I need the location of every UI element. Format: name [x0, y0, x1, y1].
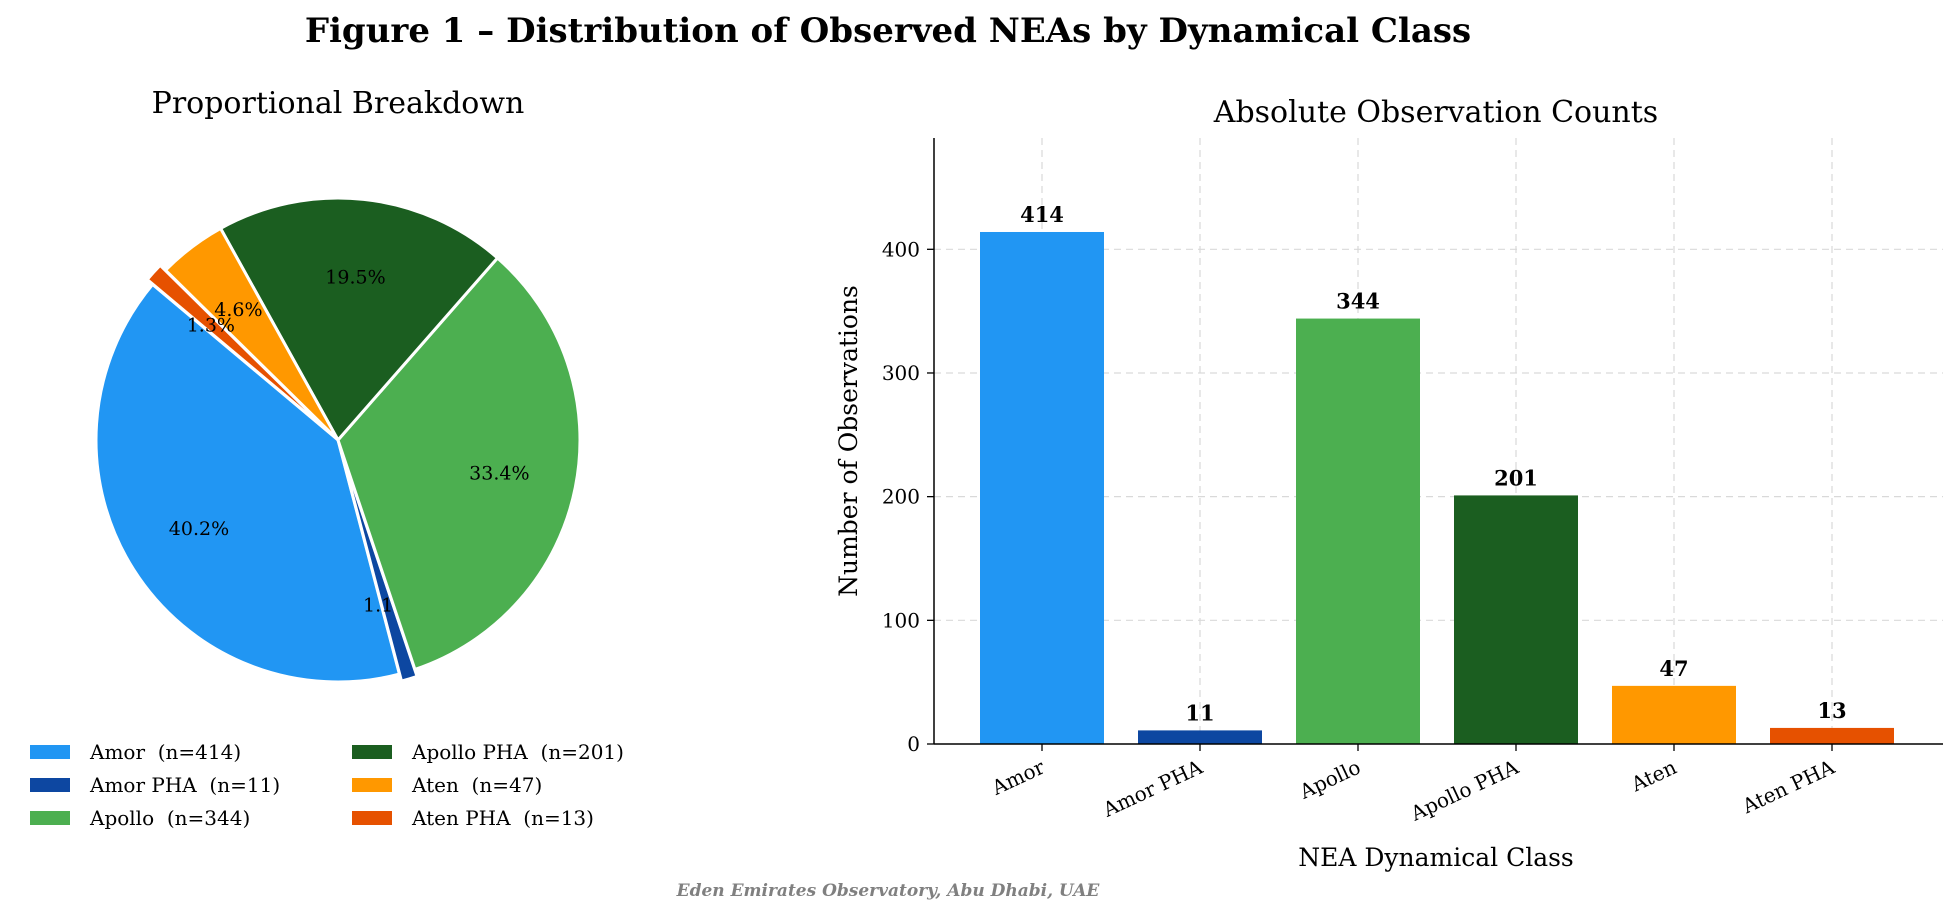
pie-percent-label: 4.6%: [214, 299, 262, 321]
y-tick-label: 200: [882, 485, 920, 509]
legend-swatch: [352, 811, 392, 825]
legend-label: Amor PHA (n=11): [89, 773, 280, 797]
pie-slice-apollo: [336, 255, 582, 672]
figure-title: Figure 1 – Distribution of Observed NEAs…: [305, 11, 1471, 51]
x-tick-label: Apollo: [1295, 755, 1364, 804]
pie-percent-label: 40.2%: [169, 518, 229, 540]
pie-legend: Amor (n=414) Amor PHA (n=11) Apollo (n=344…: [30, 740, 624, 830]
legend-swatch: [30, 745, 70, 759]
y-tick-label: 0: [907, 732, 920, 756]
bar-value-label: 201: [1494, 465, 1538, 490]
x-axis-label: NEA Dynamical Class: [1298, 843, 1574, 872]
y-tick-label: 400: [882, 237, 920, 261]
pie-percent-label: 1.3%: [187, 314, 235, 336]
x-tick-label: Amor: [987, 755, 1048, 801]
bar-value-label: 47: [1659, 656, 1688, 681]
y-tick-label: 100: [882, 608, 920, 632]
legend-label: Amor (n=414): [89, 740, 241, 764]
legend-swatch: [352, 745, 392, 759]
bar-value-label: 414: [1020, 202, 1064, 227]
legend-swatch: [30, 811, 70, 825]
x-tick-label: Aten PHA: [1738, 755, 1839, 819]
x-tick-label: Aten: [1627, 755, 1681, 797]
bar-aten: [1612, 685, 1736, 744]
footer-credit: Eden Emirates Observatory, Abu Dhabi, UA…: [676, 881, 1101, 901]
legend-label: Aten (n=47): [411, 773, 542, 797]
y-tick-label: 300: [882, 361, 920, 385]
pie-chart: 40.2%1.1%33.4%19.5%4.6%1.3%: [94, 196, 582, 684]
pie-percent-label: 33.4%: [469, 462, 529, 484]
bar-amor: [980, 231, 1104, 745]
legend-label: Aten PHA (n=13): [411, 806, 594, 830]
y-axis-label: Number of Observations: [834, 285, 863, 597]
legend-label: Apollo PHA (n=201): [411, 740, 624, 764]
bar-apollo: [1296, 318, 1420, 744]
legend-swatch: [30, 778, 70, 792]
pie-slice-aten-pha: [145, 263, 334, 437]
bar-apollo-pha: [1454, 495, 1578, 744]
legend-swatch: [352, 778, 392, 792]
x-tick-label: Amor PHA: [1098, 755, 1206, 823]
pie-slice-amor: [94, 282, 402, 684]
bar-value-label: 13: [1817, 698, 1846, 723]
pie-percent-label: 19.5%: [325, 266, 385, 288]
legend-label: Apollo (n=344): [89, 806, 250, 830]
pie-title: Proportional Breakdown: [152, 86, 525, 121]
bar-value-label: 344: [1336, 289, 1380, 314]
x-tick-label: Apollo PHA: [1406, 755, 1523, 826]
pie-slice-apollo-pha: [218, 196, 500, 443]
bar-value-label: 11: [1185, 700, 1214, 725]
bar-chart-title: Absolute Observation Counts: [1213, 95, 1658, 130]
bar-amor-pha: [1138, 730, 1262, 744]
bar-chart: 414 Amor 11 Amor PHA 344 Apollo 201 Apollo PHA 4…: [882, 138, 1943, 826]
bar-aten-pha: [1770, 727, 1894, 744]
